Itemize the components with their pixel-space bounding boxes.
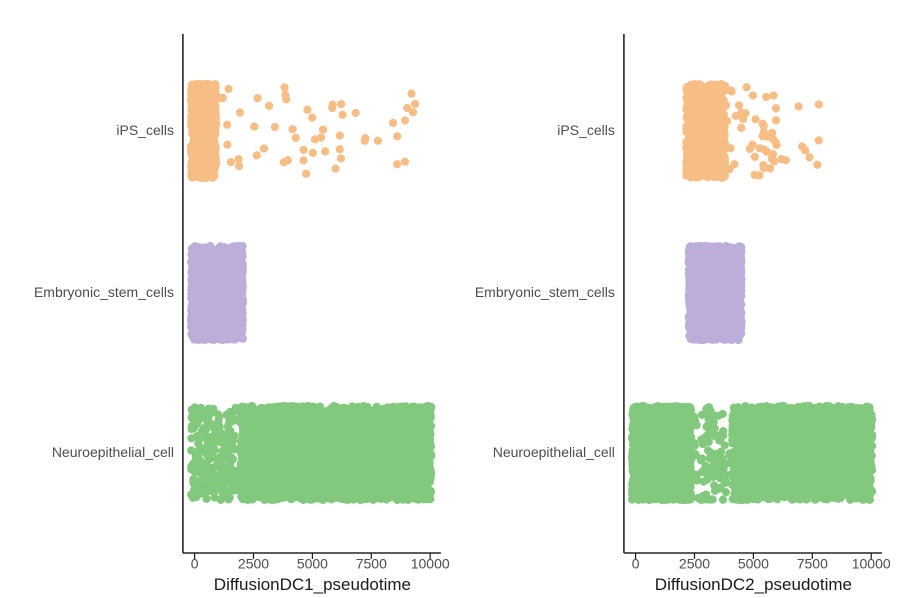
svg-text:2500: 2500: [679, 556, 710, 572]
svg-text:DiffusionDC1_pseudotime: DiffusionDC1_pseudotime: [214, 575, 411, 594]
svg-text:5000: 5000: [297, 556, 328, 572]
svg-text:7500: 7500: [797, 556, 828, 572]
svg-text:Neuroepithelial_cell: Neuroepithelial_cell: [493, 444, 615, 460]
svg-text:0: 0: [191, 556, 199, 572]
svg-text:Embryonic_stem_cells: Embryonic_stem_cells: [475, 284, 615, 300]
svg-text:5000: 5000: [738, 556, 769, 572]
svg-text:2500: 2500: [238, 556, 269, 572]
svg-text:iPS_cells: iPS_cells: [116, 122, 174, 138]
svg-text:10000: 10000: [411, 556, 450, 572]
svg-text:DiffusionDC2_pseudotime: DiffusionDC2_pseudotime: [655, 575, 852, 594]
svg-text:Neuroepithelial_cell: Neuroepithelial_cell: [52, 444, 174, 460]
svg-text:iPS_cells: iPS_cells: [557, 122, 615, 138]
svg-text:0: 0: [632, 556, 640, 572]
svg-text:10000: 10000: [852, 556, 891, 572]
svg-text:7500: 7500: [356, 556, 387, 572]
svg-text:Embryonic_stem_cells: Embryonic_stem_cells: [34, 284, 174, 300]
